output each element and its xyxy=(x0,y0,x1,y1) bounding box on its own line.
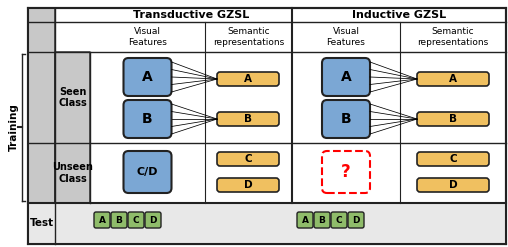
FancyBboxPatch shape xyxy=(322,100,370,138)
Text: A: A xyxy=(302,215,308,225)
Text: Training: Training xyxy=(9,103,19,151)
FancyBboxPatch shape xyxy=(123,151,172,193)
FancyBboxPatch shape xyxy=(28,203,506,244)
FancyBboxPatch shape xyxy=(28,8,55,203)
Text: Semantic
representations: Semantic representations xyxy=(418,27,489,47)
Text: C: C xyxy=(244,154,252,164)
Text: D: D xyxy=(352,215,360,225)
Text: D: D xyxy=(149,215,157,225)
FancyBboxPatch shape xyxy=(417,112,489,126)
Text: B: B xyxy=(341,112,352,126)
Text: A: A xyxy=(99,215,106,225)
Text: B: B xyxy=(115,215,122,225)
FancyBboxPatch shape xyxy=(217,112,279,126)
FancyBboxPatch shape xyxy=(297,212,313,228)
FancyBboxPatch shape xyxy=(123,58,172,96)
Text: D: D xyxy=(244,180,252,190)
Text: Semantic
representations: Semantic representations xyxy=(213,27,284,47)
FancyBboxPatch shape xyxy=(217,178,279,192)
Text: Visual
Features: Visual Features xyxy=(327,27,365,47)
Text: B: B xyxy=(319,215,326,225)
Text: C/D: C/D xyxy=(137,167,158,177)
FancyBboxPatch shape xyxy=(322,151,370,193)
FancyBboxPatch shape xyxy=(55,52,90,203)
Text: Inductive GZSL: Inductive GZSL xyxy=(352,10,446,20)
FancyBboxPatch shape xyxy=(314,212,330,228)
Text: Test: Test xyxy=(29,218,53,228)
Text: Seen
Class: Seen Class xyxy=(58,87,87,108)
FancyBboxPatch shape xyxy=(94,212,110,228)
FancyBboxPatch shape xyxy=(348,212,364,228)
FancyBboxPatch shape xyxy=(417,178,489,192)
Text: B: B xyxy=(244,114,252,124)
Text: ?: ? xyxy=(341,163,351,181)
Text: B: B xyxy=(142,112,153,126)
FancyBboxPatch shape xyxy=(217,72,279,86)
FancyBboxPatch shape xyxy=(123,100,172,138)
FancyBboxPatch shape xyxy=(417,72,489,86)
FancyBboxPatch shape xyxy=(331,212,347,228)
FancyBboxPatch shape xyxy=(128,212,144,228)
Text: C: C xyxy=(449,154,457,164)
FancyBboxPatch shape xyxy=(111,212,127,228)
Text: B: B xyxy=(449,114,457,124)
Text: A: A xyxy=(142,70,153,84)
Text: Transductive GZSL: Transductive GZSL xyxy=(133,10,249,20)
Text: Visual
Features: Visual Features xyxy=(128,27,167,47)
Text: A: A xyxy=(244,74,252,84)
Text: C: C xyxy=(336,215,342,225)
Text: Unseen
Class: Unseen Class xyxy=(52,162,93,184)
Text: A: A xyxy=(449,74,457,84)
Text: D: D xyxy=(449,180,457,190)
FancyBboxPatch shape xyxy=(417,152,489,166)
FancyBboxPatch shape xyxy=(322,58,370,96)
Text: A: A xyxy=(341,70,352,84)
Text: C: C xyxy=(133,215,139,225)
FancyBboxPatch shape xyxy=(28,8,506,244)
FancyBboxPatch shape xyxy=(145,212,161,228)
FancyBboxPatch shape xyxy=(217,152,279,166)
